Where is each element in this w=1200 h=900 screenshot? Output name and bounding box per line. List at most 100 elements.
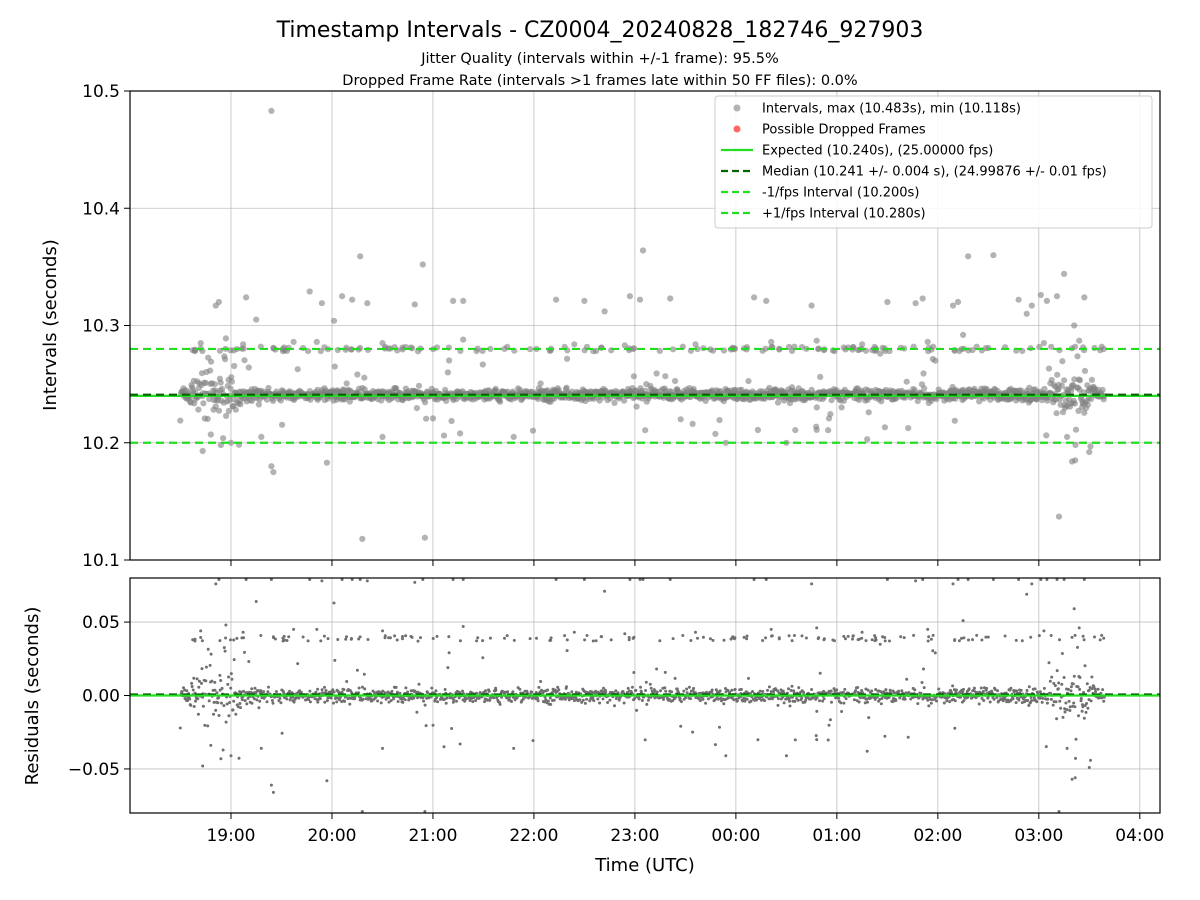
residual-point bbox=[241, 630, 245, 634]
residual-point bbox=[784, 754, 788, 758]
residual-point bbox=[967, 638, 970, 642]
interval-point bbox=[255, 401, 262, 408]
residual-point bbox=[630, 685, 634, 689]
residual-point bbox=[269, 783, 273, 787]
x-tick-label: 03:00 bbox=[1014, 826, 1063, 846]
interval-point bbox=[601, 308, 608, 315]
residual-point bbox=[200, 639, 204, 643]
interval-point bbox=[501, 345, 508, 352]
interval-point bbox=[421, 534, 428, 541]
residual-point bbox=[223, 649, 227, 653]
residual-point bbox=[386, 690, 390, 694]
interval-point bbox=[379, 433, 386, 440]
residual-point bbox=[308, 689, 312, 693]
residual-point bbox=[230, 677, 234, 681]
intervals-y-axis-label: Intervals (seconds) bbox=[40, 239, 61, 411]
residual-point bbox=[505, 634, 509, 638]
residual-point bbox=[443, 688, 447, 691]
residual-point bbox=[436, 700, 440, 704]
residual-point bbox=[345, 680, 349, 683]
interval-point bbox=[1072, 426, 1080, 433]
residual-point bbox=[446, 666, 450, 670]
intervals-y-ticks: 10.1 10.2 10.3 10.4 10.5 bbox=[82, 82, 130, 571]
legend-label: Possible Dropped Frames bbox=[762, 123, 926, 138]
residual-point bbox=[644, 680, 648, 684]
interval-point bbox=[1072, 457, 1079, 464]
interval-point bbox=[339, 293, 346, 300]
residual-point bbox=[376, 699, 380, 703]
residual-point bbox=[948, 700, 952, 704]
residual-point bbox=[410, 635, 414, 639]
interval-point bbox=[1076, 337, 1083, 344]
residual-point bbox=[842, 701, 846, 705]
interval-point bbox=[197, 340, 204, 347]
residual-point bbox=[282, 691, 286, 695]
residual-point bbox=[349, 637, 353, 641]
interval-point bbox=[960, 331, 967, 338]
residual-point bbox=[539, 680, 543, 683]
residual-point bbox=[274, 690, 278, 694]
residual-point bbox=[361, 697, 365, 701]
residual-point bbox=[189, 703, 193, 707]
residual-point bbox=[763, 699, 767, 703]
interval-point bbox=[527, 346, 534, 353]
interval-point bbox=[195, 406, 202, 413]
residual-point bbox=[232, 638, 236, 642]
residual-point bbox=[645, 702, 649, 706]
residual-point bbox=[259, 634, 263, 637]
residual-point bbox=[758, 689, 762, 693]
residual-point bbox=[548, 696, 552, 700]
residual-point bbox=[1072, 701, 1076, 705]
interval-point bbox=[969, 347, 976, 354]
residual-point bbox=[1087, 766, 1091, 769]
residual-point bbox=[851, 634, 855, 638]
interval-point bbox=[564, 355, 571, 362]
residual-point bbox=[570, 690, 574, 694]
residual-point bbox=[1077, 626, 1081, 630]
residual-point bbox=[603, 589, 607, 593]
residual-point bbox=[273, 637, 277, 641]
interval-point bbox=[279, 421, 286, 428]
residual-point bbox=[458, 742, 462, 746]
residual-point bbox=[1037, 634, 1041, 638]
residual-point bbox=[857, 700, 861, 704]
interval-point bbox=[444, 369, 451, 376]
residual-point bbox=[865, 749, 869, 753]
residual-point bbox=[197, 679, 201, 683]
residual-point bbox=[287, 635, 291, 639]
interval-point bbox=[689, 420, 696, 427]
interval-point bbox=[318, 300, 325, 307]
residual-point bbox=[365, 579, 369, 583]
residual-point bbox=[306, 639, 310, 643]
residual-point bbox=[644, 689, 648, 692]
residual-point bbox=[792, 634, 796, 637]
residual-point bbox=[878, 642, 882, 646]
residual-point bbox=[178, 726, 182, 730]
residual-point bbox=[325, 699, 329, 703]
residual-point bbox=[662, 697, 665, 701]
legend-label: +1/fps Interval (10.280s) bbox=[762, 207, 926, 222]
residual-point bbox=[689, 697, 693, 701]
interval-point bbox=[460, 336, 467, 343]
intervals-y-tick-label: 10.3 bbox=[82, 317, 120, 337]
residual-point bbox=[299, 690, 303, 694]
residual-point bbox=[266, 690, 270, 694]
residual-point bbox=[204, 665, 208, 669]
interval-point bbox=[1058, 382, 1065, 389]
residual-point bbox=[549, 702, 553, 706]
residual-point bbox=[888, 639, 891, 643]
interval-point bbox=[331, 363, 338, 370]
residual-point bbox=[345, 635, 348, 639]
residual-point bbox=[634, 688, 638, 692]
interval-point bbox=[656, 347, 663, 354]
interval-point bbox=[611, 399, 618, 406]
residual-point bbox=[942, 701, 946, 705]
interval-point bbox=[621, 397, 628, 404]
residual-point bbox=[222, 704, 226, 708]
interval-point bbox=[379, 340, 386, 347]
residual-point bbox=[1030, 582, 1034, 586]
residual-point bbox=[254, 600, 258, 603]
residual-point bbox=[846, 634, 850, 638]
residual-point bbox=[249, 691, 253, 694]
interval-point bbox=[751, 294, 758, 301]
